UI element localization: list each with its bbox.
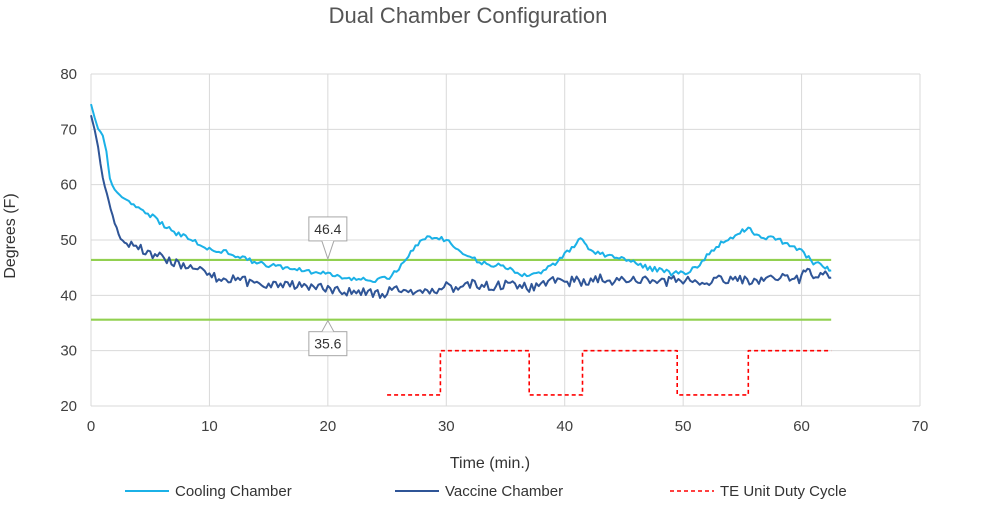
chart-title: Dual Chamber Configuration — [329, 3, 608, 28]
x-tick-label: 20 — [320, 418, 337, 435]
series-line — [90, 114, 832, 299]
series-line — [387, 349, 832, 396]
y-tick-label: 70 — [60, 121, 77, 138]
x-tick-label: 10 — [201, 418, 218, 435]
y-tick-label: 60 — [60, 177, 77, 194]
reference-callout: 46.4 — [308, 216, 348, 261]
y-axis-title: Degrees (F) — [2, 193, 19, 278]
reference-callouts: 46.4 35.6 — [308, 216, 348, 357]
series-line — [90, 103, 832, 283]
x-tick-label: 0 — [87, 418, 95, 435]
y-tick-label: 80 — [60, 66, 77, 83]
reference-lines — [91, 258, 832, 321]
legend: Cooling Chamber Vaccine Chamber TE Unit Du… — [125, 483, 847, 500]
x-tick-label: 30 — [438, 418, 455, 435]
grid — [90, 73, 921, 407]
series-lines — [90, 103, 832, 396]
x-tick-label: 60 — [793, 418, 810, 435]
x-tick-label: 50 — [675, 418, 692, 435]
tick-labels: 20 30 40 50 60 70 80 0 10 20 30 40 50 60 70 — [60, 66, 928, 435]
x-axis-title: Time (min.) — [450, 455, 530, 472]
legend-label: TE Unit Duty Cycle — [720, 483, 847, 500]
legend-label: Vaccine Chamber — [445, 483, 563, 500]
y-tick-label: 20 — [60, 398, 77, 415]
reference-callout: 35.6 — [308, 319, 348, 357]
reference-value-label: 35.6 — [314, 336, 341, 352]
legend-item: Cooling Chamber — [125, 483, 292, 500]
y-tick-label: 40 — [60, 287, 77, 304]
y-tick-label: 50 — [60, 232, 77, 249]
x-tick-label: 70 — [912, 418, 929, 435]
legend-label: Cooling Chamber — [175, 483, 292, 500]
reference-value-label: 46.4 — [314, 221, 341, 237]
y-tick-label: 30 — [60, 343, 77, 360]
x-tick-label: 40 — [556, 418, 573, 435]
legend-item: Vaccine Chamber — [395, 483, 563, 500]
legend-item: TE Unit Duty Cycle — [670, 483, 847, 500]
